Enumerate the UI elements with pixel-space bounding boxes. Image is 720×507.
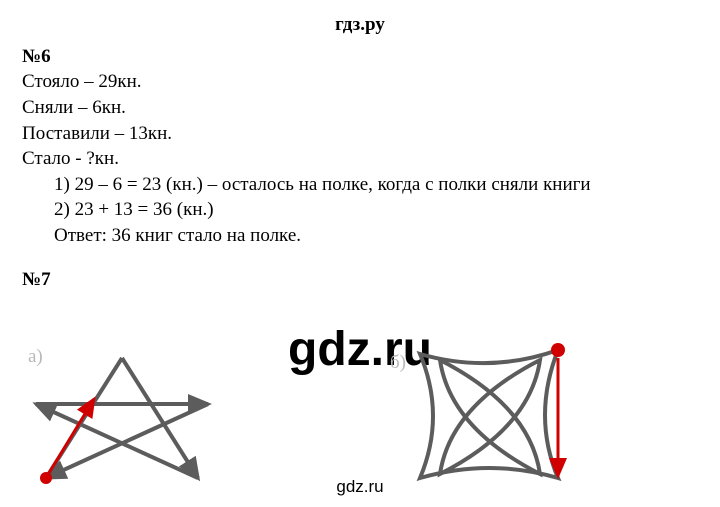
- figures-row: а) б): [22, 346, 698, 486]
- problem-7-heading: №7: [22, 267, 698, 293]
- problem-6-heading: №6: [22, 44, 698, 70]
- solution-step: 2) 23 + 13 = 36 (кн.): [54, 197, 698, 223]
- figure-a-label: а): [28, 344, 43, 370]
- figure-a: а): [22, 346, 222, 486]
- figure-b-label: б): [390, 350, 406, 376]
- given-line: Поставили – 13кн.: [22, 121, 698, 147]
- solution-step: 1) 29 – 6 = 23 (кн.) – осталось на полке…: [54, 172, 698, 198]
- given-line: Стояло – 29кн.: [22, 69, 698, 95]
- arcs-diagram: [400, 336, 580, 491]
- given-line: Стало - ?кн.: [22, 146, 698, 172]
- footer-brand: gdz.ru: [336, 476, 383, 499]
- figure-b: б): [400, 336, 600, 486]
- star-diagram: [22, 346, 222, 491]
- site-header: гдз.ру: [22, 12, 698, 38]
- answer-line: Ответ: 36 книг стало на полке.: [54, 223, 698, 249]
- given-line: Сняли – 6кн.: [22, 95, 698, 121]
